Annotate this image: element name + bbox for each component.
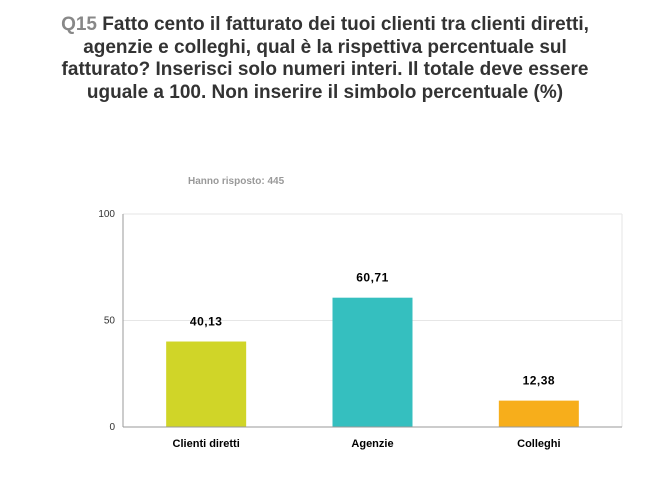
data-label: 40,13 xyxy=(190,315,223,329)
bar xyxy=(498,400,579,427)
data-label: 12,38 xyxy=(523,374,556,388)
x-tick-label: Colleghi xyxy=(517,438,560,450)
responses-count: Hanno risposto: 445 xyxy=(188,176,285,187)
x-tick-label: Clienti diretti xyxy=(173,438,240,450)
y-tick-label: 50 xyxy=(104,316,116,327)
question-text: Fatto cento il fatturato dei tuoi client… xyxy=(61,14,589,103)
question-title: Q15 Fatto cento il fatturato dei tuoi cl… xyxy=(60,14,590,104)
x-tick-label: Agenzie xyxy=(351,438,393,450)
question-number: Q15 xyxy=(61,14,97,35)
bar xyxy=(332,297,413,427)
y-tick-label: 0 xyxy=(109,422,115,433)
y-tick-label: 100 xyxy=(98,209,115,220)
data-label: 60,71 xyxy=(356,271,389,285)
bar xyxy=(166,341,247,427)
